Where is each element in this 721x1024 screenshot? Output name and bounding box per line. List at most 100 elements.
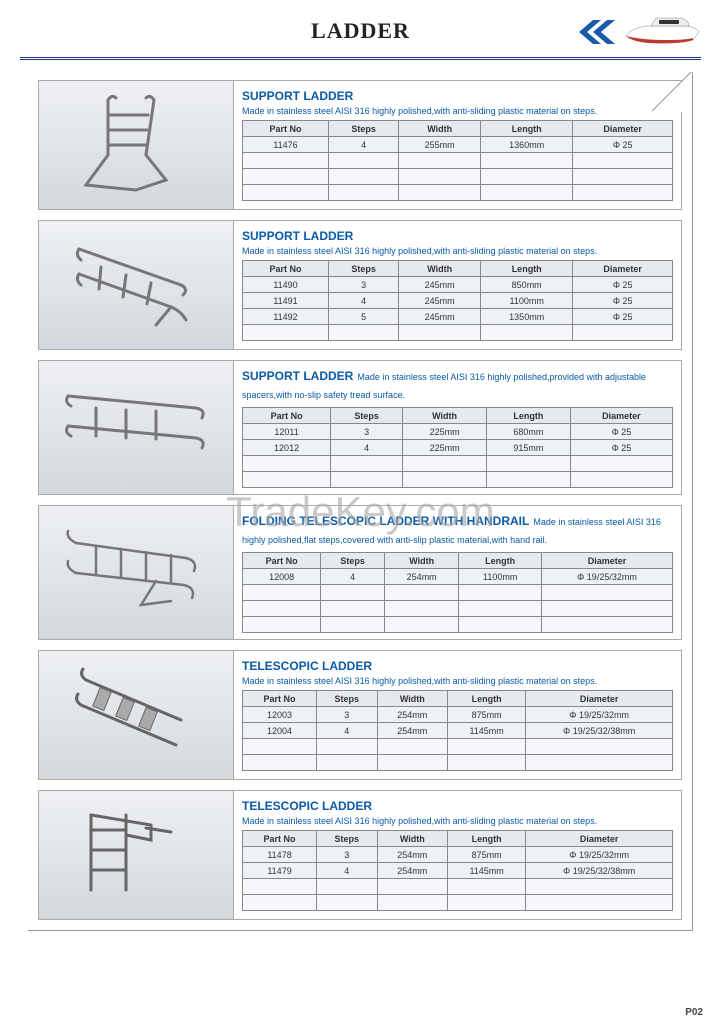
table-cell: [243, 755, 317, 771]
table-row: 120113225mm680mmΦ 25: [243, 424, 673, 440]
table-cell: Φ 25: [570, 424, 672, 440]
product-title: SUPPORT LADDER: [242, 229, 353, 243]
table-header: Steps: [328, 121, 398, 137]
table-cell: Φ 25: [573, 137, 673, 153]
product-description: Made in stainless steel AISI 316 highly …: [242, 816, 673, 826]
product-info: TELESCOPIC LADDERMade in stainless steel…: [234, 791, 681, 919]
table-cell: 254mm: [377, 863, 447, 879]
table-cell: [321, 617, 385, 633]
table-cell: [487, 456, 571, 472]
product-image: [39, 221, 234, 349]
table-header: Width: [399, 261, 481, 277]
table-row: [243, 185, 673, 201]
table-cell: 12008: [243, 569, 321, 585]
table-row: [243, 153, 673, 169]
table-row: [243, 617, 673, 633]
table-header: Part No: [243, 553, 321, 569]
product-row: SUPPORT LADDERMade in stainless steel AI…: [38, 360, 682, 495]
product-row: SUPPORT LADDER Made in stainless steel AI…: [38, 80, 682, 210]
table-header: Width: [403, 408, 487, 424]
table-cell: [403, 456, 487, 472]
spec-table: Part NoStepsWidthLengthDiameter114764255…: [242, 120, 673, 201]
table-row: [243, 755, 673, 771]
table-cell: [573, 169, 673, 185]
table-cell: 4: [317, 863, 378, 879]
catalog-page: LADDER SUPPORT LADDERMade in stainless s…: [0, 0, 721, 1024]
table-cell: 254mm: [377, 707, 447, 723]
table-cell: 11476: [243, 137, 329, 153]
table-cell: [448, 879, 526, 895]
table-cell: [243, 185, 329, 201]
table-cell: Φ 25: [570, 440, 672, 456]
table-row: [243, 601, 673, 617]
table-header: Part No: [243, 261, 329, 277]
product-info: SUPPORT LADDER Made in stainless steel AI…: [234, 81, 681, 209]
table-row: 120044254mm1145mmΦ 19/25/32/38mm: [243, 723, 673, 739]
table-cell: [573, 153, 673, 169]
table-cell: [459, 617, 542, 633]
table-cell: [321, 601, 385, 617]
table-cell: 225mm: [403, 440, 487, 456]
table-cell: [399, 169, 481, 185]
table-cell: 254mm: [377, 723, 447, 739]
product-info: FOLDING TELESCOPIC LADDER WITH HANDRAILM…: [234, 506, 681, 639]
product-title: SUPPORT LADDER: [242, 369, 353, 383]
table-cell: [399, 153, 481, 169]
table-header: Part No: [243, 121, 329, 137]
table-row: [243, 169, 673, 185]
table-cell: 1100mm: [459, 569, 542, 585]
table-cell: 11478: [243, 847, 317, 863]
table-header: Steps: [328, 261, 398, 277]
table-cell: 245mm: [399, 309, 481, 325]
product-image: [39, 506, 234, 639]
table-cell: 11479: [243, 863, 317, 879]
table-row: 114914245mm1100mmΦ 25: [243, 293, 673, 309]
product-description: Made in stainless steel AISI 316 highly …: [242, 106, 673, 116]
table-cell: [243, 879, 317, 895]
table-header: Steps: [317, 691, 378, 707]
table-cell: Φ 25: [573, 309, 673, 325]
table-row: [243, 895, 673, 911]
content-frame: SUPPORT LADDER Made in stainless steel AI…: [28, 72, 693, 931]
table-cell: [377, 879, 447, 895]
table-cell: 11490: [243, 277, 329, 293]
table-cell: 850mm: [481, 277, 573, 293]
product-row: SUPPORT LADDERMade in stainless steel AI…: [38, 220, 682, 350]
table-row: 114764255mm1360mmΦ 25: [243, 137, 673, 153]
table-cell: [399, 185, 481, 201]
table-cell: [448, 739, 526, 755]
table-cell: [317, 895, 378, 911]
table-cell: 4: [331, 440, 403, 456]
product-description: Made in stainless steel AISI 316 highly …: [242, 676, 673, 686]
table-cell: 1360mm: [481, 137, 573, 153]
spec-table: Part NoStepsWidthLengthDiameter114783254…: [242, 830, 673, 911]
content-area: SUPPORT LADDER Made in stainless steel AI…: [0, 60, 721, 931]
product-title: SUPPORT LADDER: [242, 89, 353, 103]
table-cell: [385, 601, 459, 617]
table-cell: [526, 879, 673, 895]
table-cell: 4: [328, 293, 398, 309]
table-cell: [243, 585, 321, 601]
table-cell: [541, 601, 672, 617]
table-cell: Φ 25: [573, 293, 673, 309]
table-cell: [526, 755, 673, 771]
table-cell: 5: [328, 309, 398, 325]
table-cell: [399, 325, 481, 341]
table-cell: [570, 456, 672, 472]
table-row: [243, 472, 673, 488]
table-header: Length: [481, 121, 573, 137]
page-number: P02: [685, 1007, 703, 1018]
table-header: Steps: [331, 408, 403, 424]
table-header: Length: [448, 691, 526, 707]
table-cell: 1350mm: [481, 309, 573, 325]
table-cell: 12012: [243, 440, 331, 456]
product-info: SUPPORT LADDERMade in stainless steel AI…: [234, 221, 681, 349]
table-header: Width: [377, 831, 447, 847]
table-cell: 875mm: [448, 847, 526, 863]
table-cell: 11492: [243, 309, 329, 325]
product-row: FOLDING TELESCOPIC LADDER WITH HANDRAILM…: [38, 505, 682, 640]
table-cell: 3: [317, 847, 378, 863]
table-cell: [243, 895, 317, 911]
table-row: [243, 739, 673, 755]
product-row: TELESCOPIC LADDERMade in stainless steel…: [38, 650, 682, 780]
